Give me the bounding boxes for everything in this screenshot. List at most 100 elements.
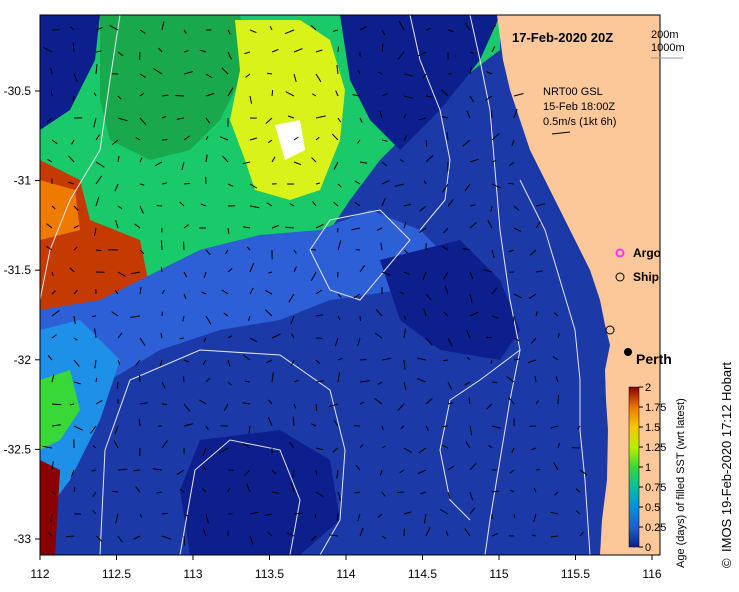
current-arrow: [403, 315, 407, 320]
current-arrow: [249, 535, 254, 545]
current-arrow: [51, 334, 57, 339]
current-arrow: [509, 469, 515, 474]
current-arrow: [183, 535, 186, 546]
current-arrow: [161, 403, 168, 406]
current-arrow: [464, 22, 471, 31]
current-arrow: [116, 381, 119, 389]
current-arrow: [133, 469, 141, 472]
current-arrow: [70, 469, 75, 478]
current-arrow: [491, 490, 500, 493]
current-arrow: [139, 73, 146, 78]
current-arrow: [331, 133, 339, 141]
current-arrow: [469, 67, 472, 75]
current-arrow: [290, 482, 295, 493]
current-arrow: [491, 46, 496, 53]
current-arrow: [66, 535, 75, 538]
current-arrow: [442, 359, 449, 362]
current-arrow: [130, 315, 141, 318]
current-arrow: [352, 94, 361, 97]
current-arrow: [271, 372, 274, 383]
current-arrow: [553, 312, 559, 317]
current-arrow: [94, 359, 97, 369]
current-arrow: [139, 29, 146, 34]
current-arrow: [469, 507, 476, 515]
current-arrow: [152, 468, 163, 471]
mid-blue: [40, 210, 440, 440]
current-arrow: [95, 64, 98, 75]
current-arrow: [135, 486, 141, 493]
current-arrow: [381, 491, 386, 497]
current-arrow: [249, 287, 254, 295]
current-arrow: [359, 401, 365, 405]
current-arrow: [381, 180, 390, 185]
current-arrow: [403, 271, 410, 275]
current-arrow: [293, 379, 299, 383]
current-arrow: [203, 271, 207, 278]
current-arrow: [117, 95, 122, 100]
current-arrow: [183, 513, 189, 517]
current-arrow: [117, 468, 128, 471]
current-arrow: [183, 423, 194, 427]
current-arrow: [491, 249, 495, 258]
current-arrow: [440, 89, 449, 97]
map-area: [40, 15, 660, 555]
y-tick-label: -32.5: [4, 442, 32, 456]
current-arrow: [469, 462, 477, 471]
current-arrow: [71, 139, 75, 145]
current-arrow: [445, 530, 449, 537]
current-arrow: [47, 158, 53, 163]
current-arrow: [183, 135, 191, 141]
current-arrow: [491, 24, 497, 31]
current-arrow: [310, 423, 317, 427]
current-arrow: [441, 245, 449, 251]
colorbar-tick-label: 1.25: [645, 442, 666, 454]
current-arrow: [337, 117, 342, 123]
current-arrow: [183, 359, 189, 363]
current-arrow: [227, 51, 232, 60]
current-arrow: [249, 183, 258, 189]
current-arrow: [139, 92, 145, 97]
current-arrow: [242, 354, 251, 361]
current-arrow: [225, 249, 229, 255]
current-arrow: [51, 491, 56, 495]
current-arrow: [550, 535, 559, 538]
current-arrow: [425, 27, 432, 31]
current-arrow: [535, 400, 539, 405]
current-arrow: [267, 416, 273, 427]
current-arrow: [575, 510, 581, 515]
current-arrow: [397, 491, 405, 494]
current-arrow: [491, 532, 499, 537]
current-arrow: [335, 90, 339, 97]
current-arrow: [205, 73, 213, 79]
current-arrow: [491, 381, 498, 384]
current-arrow: [130, 271, 141, 275]
current-arrow: [381, 43, 384, 53]
current-arrow: [95, 175, 103, 185]
current-arrow: [73, 315, 76, 325]
current-arrow: [183, 71, 194, 75]
current-arrow: [397, 403, 405, 411]
current-arrow: [577, 425, 581, 430]
current-arrow: [183, 403, 191, 412]
current-arrow: [95, 399, 103, 405]
colorbar: [628, 386, 640, 548]
current-arrow: [179, 488, 185, 493]
current-arrow: [513, 337, 520, 342]
current-arrow: [249, 337, 258, 343]
current-arrow: [51, 424, 61, 427]
current-arrow: [201, 291, 207, 295]
current-arrow: [183, 376, 185, 383]
current-arrow: [293, 161, 302, 166]
current-arrow: [425, 337, 433, 346]
current-arrow: [293, 512, 303, 515]
current-arrow: [310, 248, 317, 251]
current-arrow: [179, 201, 185, 207]
current-arrow: [139, 117, 147, 126]
current-arrow: [293, 249, 297, 254]
current-arrow: [139, 287, 142, 295]
current-arrow: [403, 447, 412, 453]
current-arrow: [205, 425, 209, 430]
current-arrow: [425, 397, 433, 405]
current-arrow: [490, 205, 493, 212]
current-arrow: [354, 201, 361, 207]
